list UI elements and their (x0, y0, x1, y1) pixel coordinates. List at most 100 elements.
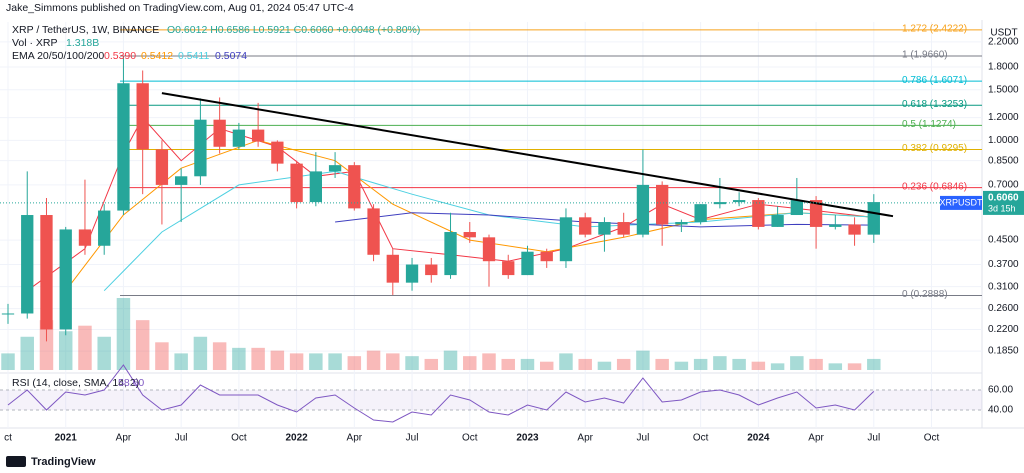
ema-legend-value: 0.5390 (104, 50, 136, 62)
y-tick-label: 1.5000 (988, 84, 1019, 95)
volume-bar (847, 363, 862, 370)
currency: USDT (990, 28, 1017, 39)
volume-bar (539, 361, 554, 370)
price-tag-symbol: XRPUSDT (939, 197, 983, 207)
rsi-tick-label: 40.00 (988, 405, 1013, 416)
y-tick-label: 0.2600 (988, 303, 1019, 314)
x-tick-label: Apr (347, 433, 363, 444)
volume-bar (78, 325, 92, 370)
ema-line (103, 170, 874, 292)
candle-body (694, 204, 707, 223)
volume-bar (251, 347, 265, 370)
volume-label: Vol · XRP (12, 37, 58, 49)
x-tick-label: Oct (924, 433, 940, 444)
x-tick-label: 2024 (747, 433, 770, 444)
volume-bar (135, 320, 150, 370)
volume-bar (693, 358, 708, 370)
candle-body (579, 217, 592, 235)
candle-body (1, 313, 15, 315)
x-tick-label: 2022 (285, 433, 308, 444)
brand: TradingView (31, 456, 96, 468)
volume-bar (97, 336, 111, 370)
candle-body (175, 176, 188, 185)
ema-line (65, 139, 874, 292)
candle-body (444, 232, 457, 276)
y-tick-label: 0.2200 (988, 324, 1019, 335)
volume-bar (713, 356, 727, 370)
candle-body (155, 149, 169, 185)
volume-bar (116, 298, 131, 370)
candle-body (309, 171, 322, 203)
fib-label: 0.5 (1.1274) (902, 119, 956, 130)
volume-bar (309, 353, 323, 370)
ema-label: EMA 20/50/100/200 (12, 50, 104, 62)
fib-label: 0.786 (1.6071) (902, 75, 967, 86)
candle-body (540, 251, 553, 262)
volume-bar (193, 336, 208, 370)
candle-body (771, 215, 784, 227)
fib-label: 0.618 (1.3253) (902, 99, 967, 110)
volume-bar (1, 353, 15, 370)
candle-body (829, 224, 842, 227)
candle-body (194, 119, 207, 177)
volume-bar (867, 358, 881, 370)
candle-body (425, 264, 438, 276)
ohlc: O0.6012 H0.6586 L0.5921 C0.6060 +0.0048 … (167, 24, 420, 36)
volume-bar (597, 361, 612, 370)
rsi-last: 58.60 (118, 377, 144, 389)
volume-bar (328, 353, 342, 370)
volume-bar (809, 358, 823, 370)
candle-body (117, 83, 130, 211)
y-tick-label: 1.2000 (988, 112, 1019, 123)
price-tag (940, 195, 982, 210)
y-tick-label: 1.8000 (988, 62, 1019, 73)
candle-body (482, 237, 496, 262)
volume-bar (770, 363, 785, 370)
candle-body (809, 200, 823, 227)
candle-body (136, 83, 149, 150)
candle-body (598, 222, 611, 235)
ema-legend-value: 0.5411 (178, 50, 209, 62)
countdown: 3d 15h (988, 203, 1016, 213)
candle-body (271, 141, 284, 164)
price-label-box (983, 190, 1024, 215)
volume-bar (424, 358, 439, 370)
volume-bar (482, 353, 496, 370)
volume-bar (578, 358, 592, 370)
volume-bar (520, 358, 535, 370)
candle-body (636, 184, 650, 235)
x-tick-label: Apr (577, 433, 593, 444)
fib-label: 0 (0.2888) (902, 289, 948, 300)
candle-body (21, 215, 34, 314)
volume-bar (405, 356, 419, 370)
y-tick-label: 0.3100 (988, 281, 1019, 292)
x-tick-label: Oct (231, 433, 247, 444)
candle-body (251, 129, 265, 142)
candle-body (290, 163, 303, 203)
volume-bar (443, 350, 458, 370)
candle-body (867, 202, 880, 235)
candle-body (521, 251, 534, 276)
candle-body (675, 222, 688, 225)
volume-bar (636, 350, 650, 370)
y-tick-label: 0.7000 (988, 180, 1019, 191)
volume-bar (366, 350, 381, 370)
candle-body (752, 200, 765, 227)
candle-body (732, 200, 746, 203)
volume-bar (655, 358, 669, 370)
x-tick-label: Jul (637, 433, 650, 444)
candle-body (78, 229, 92, 246)
volume-bar (232, 347, 246, 370)
x-tick-label: Jul (175, 433, 188, 444)
candle-body (656, 184, 669, 225)
candle-body (348, 165, 361, 209)
fib-label: 0.382 (0.9295) (902, 143, 967, 154)
candle-body (790, 200, 803, 216)
fib-label: 0.236 (0.6846) (902, 181, 967, 192)
y-tick-label: 2.2000 (988, 37, 1019, 48)
candle-body (463, 232, 476, 238)
chart-title: XRP / TetherUS, 1W, BINANCE (12, 24, 159, 36)
rsi-label: RSI (14, close, SMA, 14, 2) (12, 377, 139, 389)
price-label: 0.6060 (988, 193, 1019, 204)
volume-bar (732, 358, 746, 370)
